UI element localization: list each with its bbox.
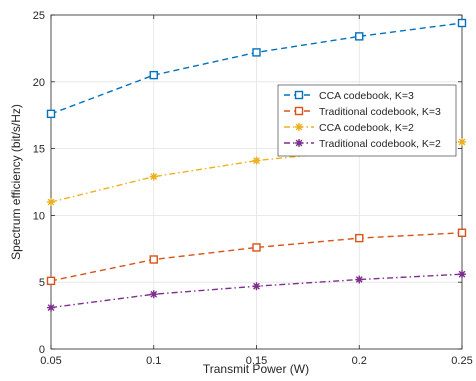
asterisk-core [357,277,362,282]
data-point [47,198,55,207]
legend-label: CCA codebook, K=2 [319,122,414,134]
x-axis-label: Transmit Power (W) [203,362,309,376]
data-point [46,109,56,119]
legend-box [277,84,457,157]
y-tick-label: 20 [33,77,45,89]
asterisk-core [48,199,54,205]
y-tick-label: 0 [39,344,45,356]
data-point [355,233,364,243]
asterisk-core [254,284,259,289]
series-4 [47,270,466,312]
data-point [46,276,56,286]
data-point [149,172,158,181]
data-point [252,156,261,165]
data-point [458,137,466,146]
data-point [149,255,158,264]
data-point [355,32,364,41]
legend-entry: CCA codebook, K=3 [284,90,414,102]
legend-label: Traditional codebook, K=3 [319,106,441,118]
asterisk-core [459,139,465,145]
series-1 [46,18,467,119]
asterisk-core [151,174,156,179]
series-2 [46,228,467,286]
y-tick-label: 5 [39,277,45,289]
legend-marker [295,139,303,147]
legend-label: Traditional codebook, K=2 [319,138,441,150]
asterisk-core [48,305,54,310]
data-point [457,228,467,237]
y-tick-label: 15 [33,144,45,156]
x-tick-label: 0.1 [146,355,161,367]
data-point [458,270,466,279]
asterisk-core [151,292,156,297]
x-tick-label: 0.25 [451,355,472,367]
data-point [47,303,55,312]
legend-label: CCA codebook, K=3 [319,90,414,102]
legend-marker [295,123,303,131]
data-point [149,290,158,299]
data-point [252,243,261,252]
legend-marker [294,106,304,116]
asterisk-core [296,124,302,130]
legend-marker [294,90,304,100]
legend: CCA codebook, K=3 Traditional codebook, K… [277,84,457,157]
axes-layer: 0.05 0.1 0.15 0.2 0.25 0 5 10 15 20 25 [33,10,473,367]
data-point [252,282,261,291]
x-tick-label: 0.2 [352,355,367,367]
data-point [457,18,467,28]
y-axis-label: Spectrum efficiency (bit/s/Hz) [9,104,23,260]
y-tick-label: 25 [33,10,45,22]
data-point [149,70,158,80]
legend-entry: Traditional codebook, K=3 [284,106,441,118]
asterisk-core [296,140,302,146]
x-tick-label: 0.15 [246,355,267,367]
data-point [252,48,261,57]
series-layer [46,18,467,312]
asterisk-core [459,271,465,277]
legend-entry: Traditional codebook, K=2 [284,138,441,150]
x-tick-label: 0.05 [40,355,61,367]
data-point [355,275,364,284]
legend-entry: CCA codebook, K=2 [284,122,414,134]
asterisk-core [254,158,259,163]
y-tick-label: 10 [33,210,45,222]
series-line [50,232,463,282]
